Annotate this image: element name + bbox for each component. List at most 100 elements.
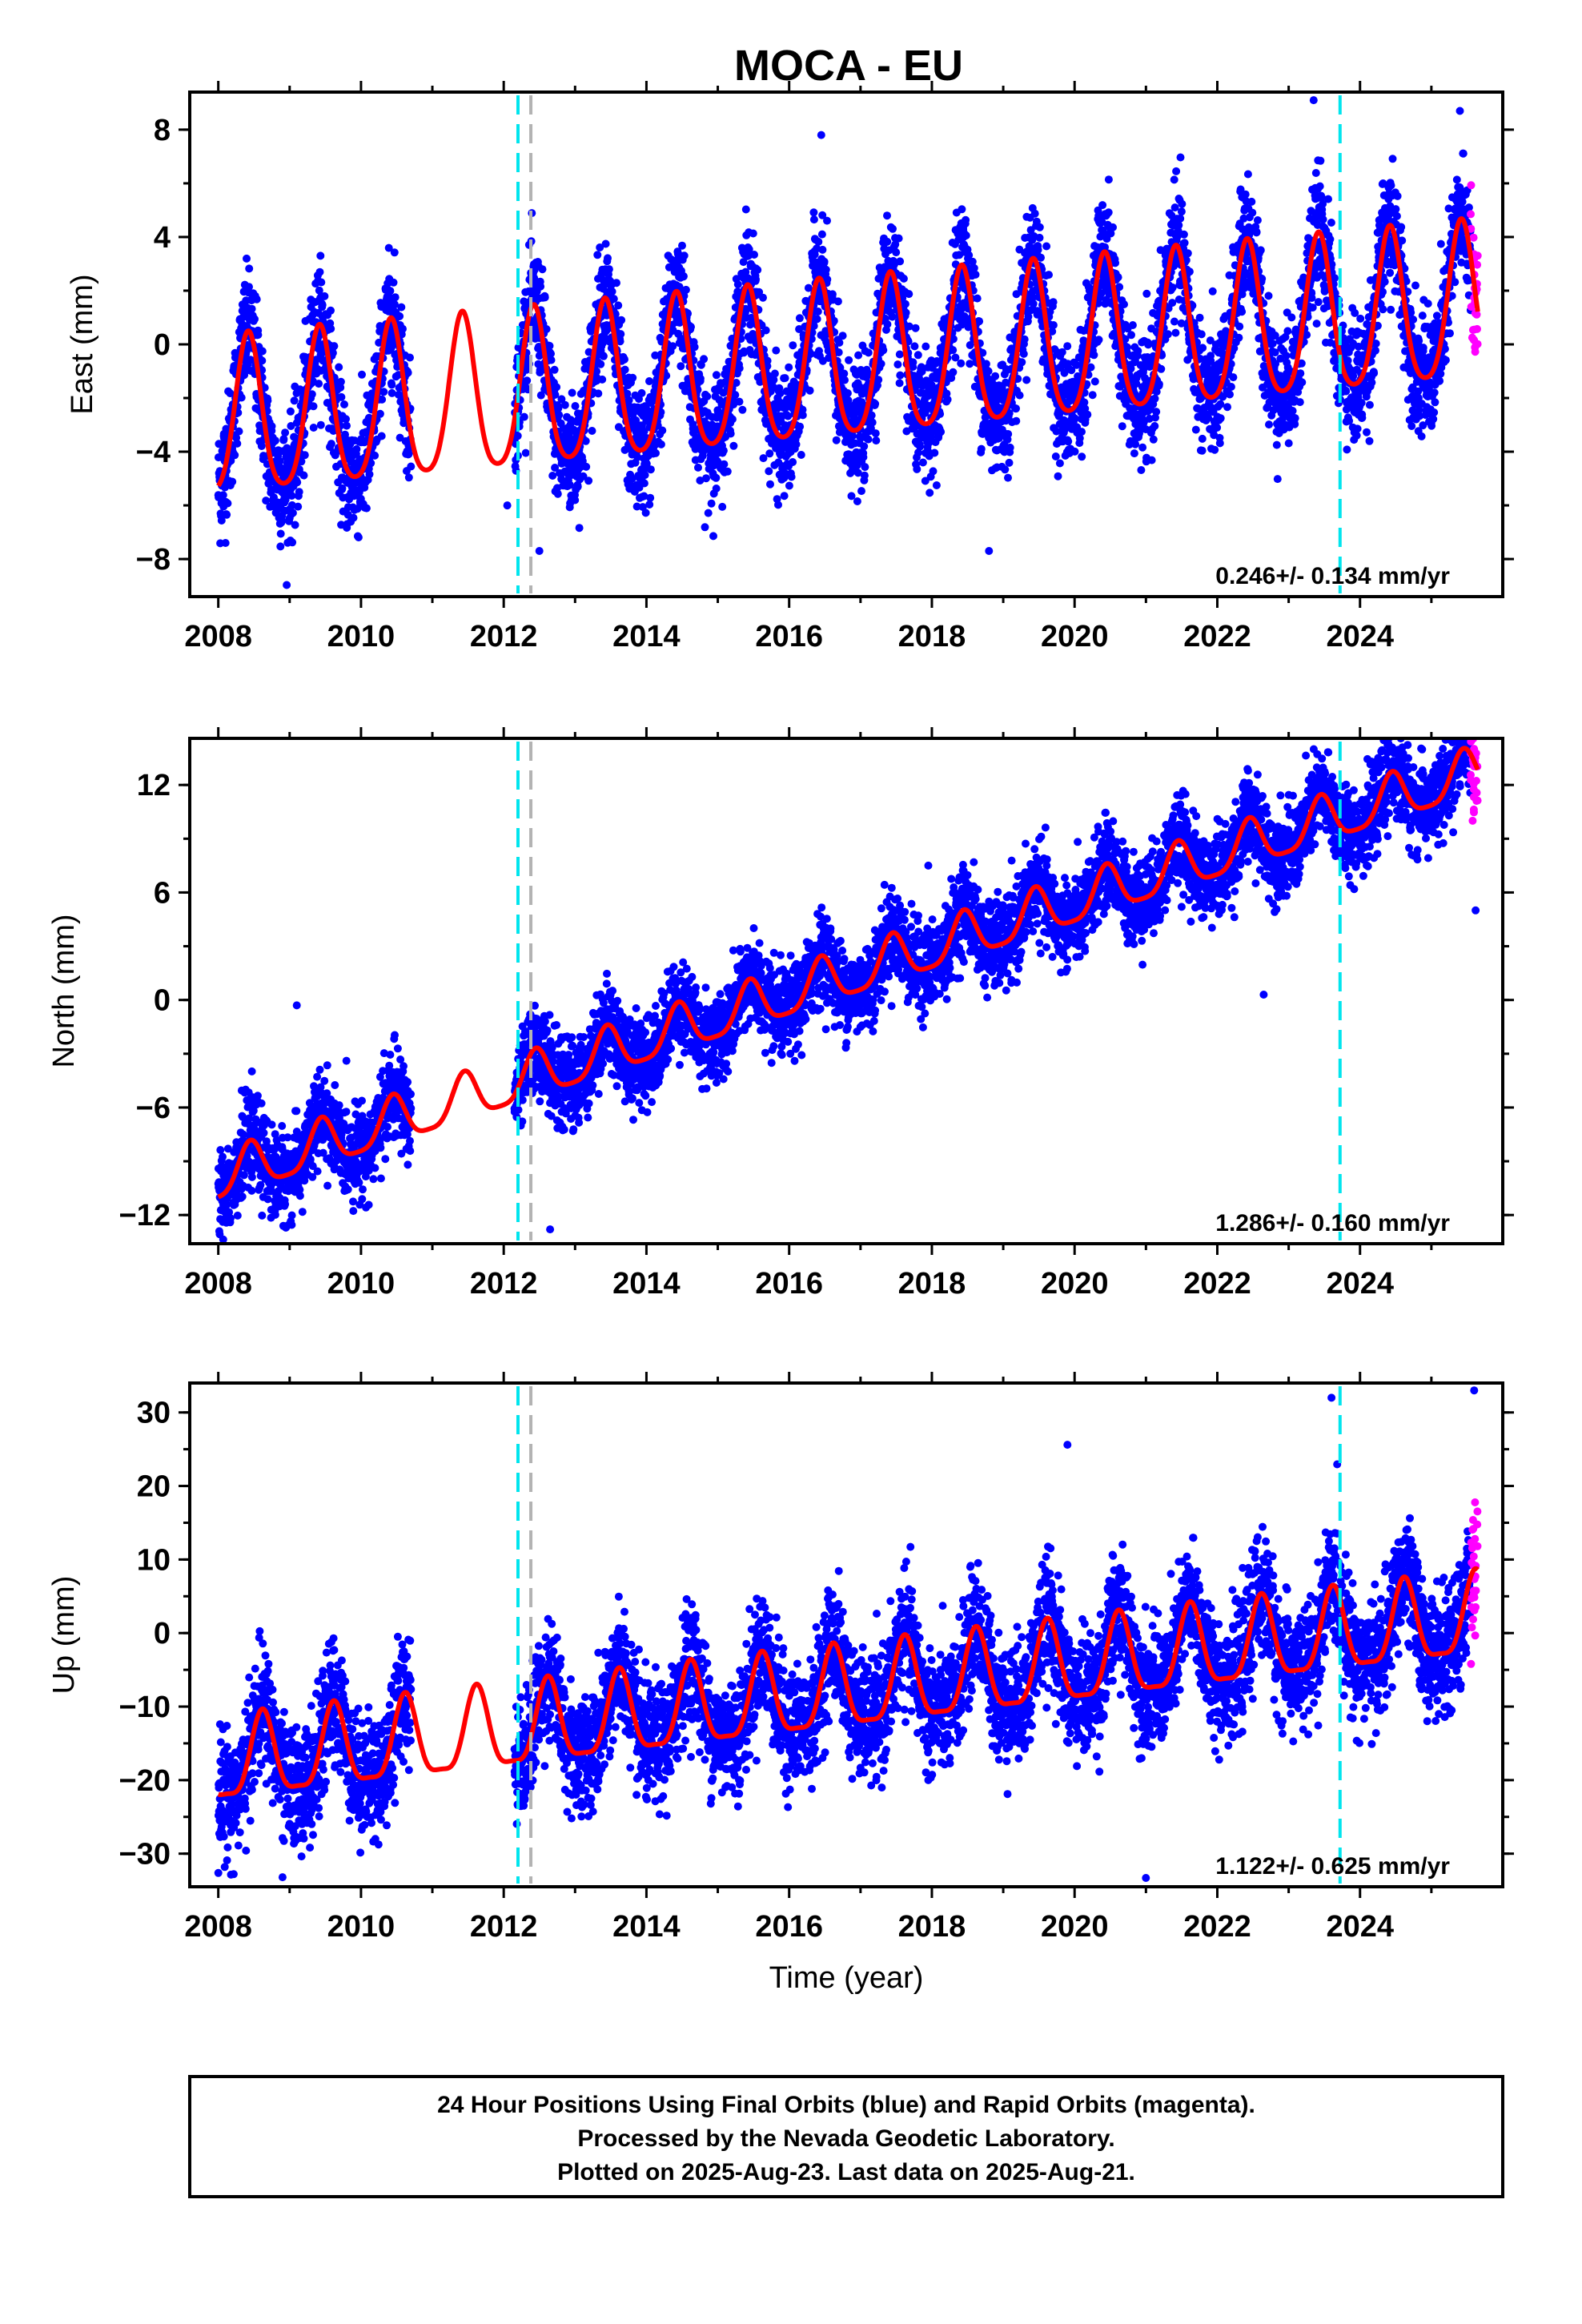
data-point — [1045, 271, 1053, 279]
data-point — [1063, 342, 1072, 351]
data-point — [1078, 428, 1086, 436]
data-point — [702, 474, 710, 483]
data-point — [709, 532, 717, 541]
data-point — [1172, 167, 1181, 175]
data-point — [646, 493, 655, 502]
data-point — [254, 331, 263, 340]
data-point — [1248, 208, 1257, 217]
data-point — [813, 315, 821, 324]
data-point — [871, 429, 880, 438]
data-point — [896, 257, 905, 266]
data-point — [1265, 420, 1273, 429]
data-point — [609, 295, 618, 304]
data-point — [1070, 447, 1079, 456]
data-point — [300, 451, 309, 460]
data-point — [1088, 391, 1097, 400]
data-point — [930, 448, 939, 457]
data-point — [553, 489, 562, 498]
data-point — [550, 365, 559, 374]
data-point — [1142, 289, 1151, 298]
data-point — [883, 237, 892, 246]
data-point — [354, 533, 363, 541]
data-point — [678, 241, 686, 250]
data-point — [379, 388, 388, 396]
data-point — [896, 371, 905, 380]
data-point — [871, 400, 880, 408]
data-point — [868, 418, 877, 427]
data-point — [982, 360, 990, 368]
data-point — [596, 360, 605, 368]
data-point — [231, 451, 239, 460]
data-point — [700, 355, 709, 364]
data-point — [774, 501, 782, 509]
data-point — [785, 481, 793, 490]
data-point — [823, 216, 831, 225]
data-point — [565, 480, 574, 489]
data-point — [1150, 422, 1159, 430]
data-point — [343, 421, 351, 430]
data-point — [770, 369, 779, 378]
data-point — [293, 478, 302, 487]
data-point — [557, 395, 566, 404]
data-point — [694, 463, 702, 472]
data-point — [752, 275, 760, 283]
data-point — [338, 484, 347, 493]
data-point — [1018, 358, 1026, 367]
data-point — [1042, 242, 1051, 251]
data-point — [612, 279, 620, 287]
data-point — [1004, 473, 1012, 482]
data-point — [656, 440, 665, 448]
data-point — [637, 388, 646, 397]
data-point — [872, 436, 881, 445]
data-point — [805, 386, 814, 395]
data-point — [290, 396, 299, 405]
data-point — [809, 208, 818, 217]
data-point — [309, 424, 318, 432]
data-point — [867, 411, 876, 420]
data-point — [599, 352, 608, 360]
data-point — [251, 315, 259, 324]
data-point — [1168, 283, 1177, 292]
data-point — [1015, 391, 1024, 400]
data-point — [1020, 335, 1029, 344]
data-point — [728, 415, 737, 424]
data-point — [547, 356, 556, 364]
data-point — [646, 465, 655, 474]
data-point — [883, 211, 891, 220]
data-point — [349, 513, 358, 522]
data-point — [554, 404, 563, 412]
data-point — [949, 368, 958, 376]
data-point — [542, 325, 551, 333]
data-point — [1051, 452, 1060, 460]
data-point — [1213, 424, 1222, 432]
data-point — [703, 392, 712, 400]
data-point — [785, 363, 793, 372]
data-point — [1114, 273, 1122, 282]
data-point — [315, 267, 324, 276]
data-point — [233, 439, 242, 448]
data-point — [520, 412, 528, 421]
data-point — [391, 293, 400, 302]
data-point — [316, 251, 325, 260]
data-point — [616, 337, 624, 346]
data-point — [984, 367, 993, 376]
data-point — [1284, 439, 1293, 448]
data-point — [521, 448, 530, 457]
data-point — [243, 254, 251, 263]
data-point — [316, 420, 325, 429]
data-point — [731, 391, 740, 400]
data-point — [916, 442, 925, 451]
data-point — [267, 422, 276, 431]
data-point — [905, 290, 913, 299]
data-point — [367, 459, 375, 468]
data-point — [616, 330, 625, 339]
data-point — [1208, 287, 1217, 296]
data-point — [624, 396, 633, 404]
data-point — [1168, 299, 1177, 308]
data-point — [275, 456, 284, 465]
data-point — [545, 341, 554, 350]
data-point — [877, 360, 885, 368]
data-point — [632, 416, 640, 424]
data-point — [1235, 333, 1243, 342]
data-point — [696, 374, 705, 383]
